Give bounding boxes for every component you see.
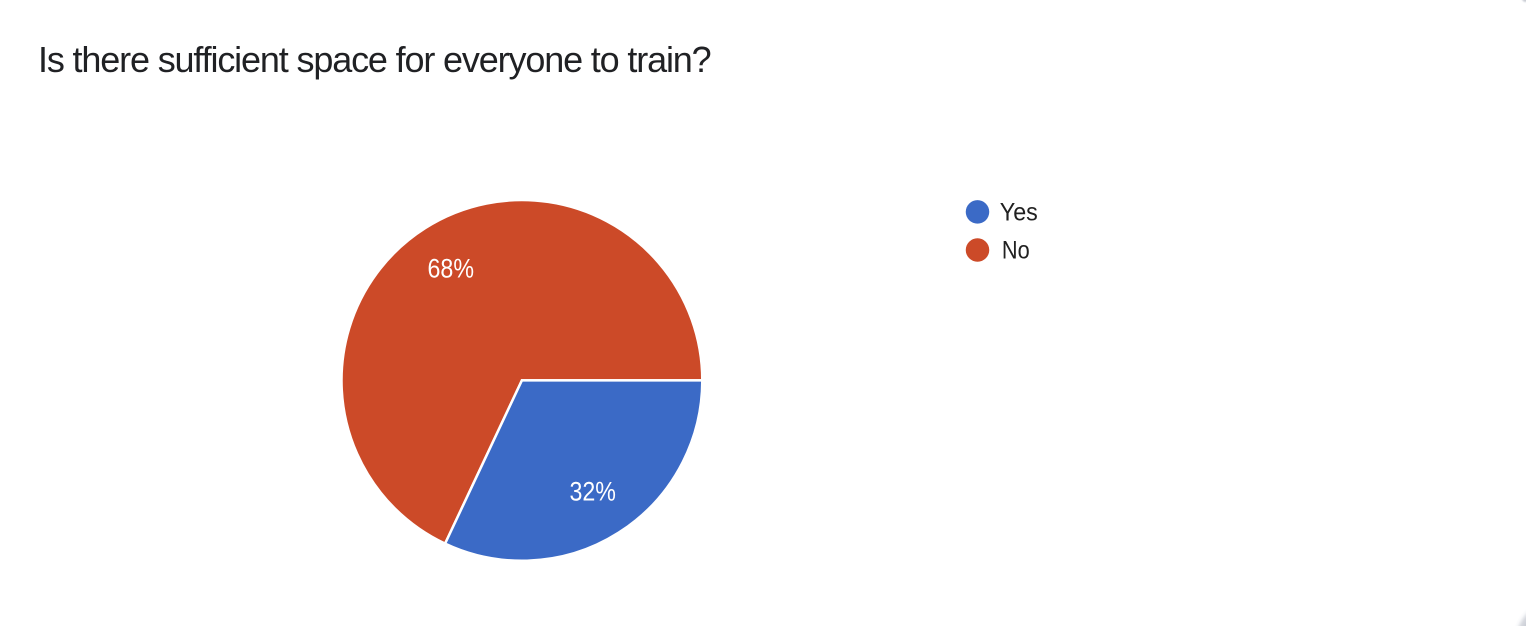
svg-text:No: No: [1002, 237, 1030, 265]
svg-text:68%: 68%: [428, 254, 475, 284]
svg-text:Yes: Yes: [1000, 199, 1038, 227]
svg-text:32%: 32%: [569, 476, 616, 506]
